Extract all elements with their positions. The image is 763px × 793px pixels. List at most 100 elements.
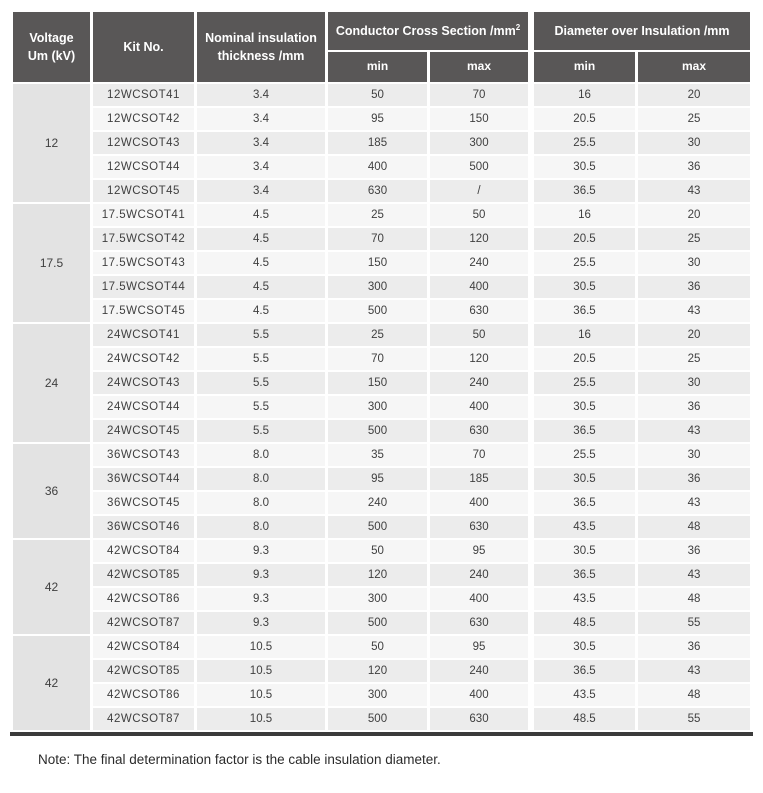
conductor-group-label: Conductor Cross Section /mm bbox=[335, 23, 516, 38]
conductor-max-cell: 240 bbox=[430, 252, 528, 274]
diameter-min-cell: 20.5 bbox=[531, 348, 635, 370]
kit-no-cell: 17.5WCSOT42 bbox=[93, 228, 194, 250]
diameter-max-cell: 30 bbox=[638, 252, 750, 274]
diameter-max-cell: 43 bbox=[638, 660, 750, 682]
diameter-max-cell: 30 bbox=[638, 132, 750, 154]
table-row: 42 42WCSOT84 9.3 50 95 30.5 36 bbox=[13, 540, 750, 634]
kit-no-cell: 12WCSOT41 bbox=[93, 84, 194, 106]
conductor-min-cell: 70 bbox=[328, 228, 427, 250]
conductor-max-cell: 630 bbox=[430, 420, 528, 442]
kit-no-cell: 24WCSOT42 bbox=[93, 348, 194, 370]
thickness-cell: 5.5 bbox=[197, 420, 325, 442]
diameter-min-cell: 20.5 bbox=[531, 228, 635, 250]
conductor-max-cell: 50 bbox=[430, 204, 528, 226]
kit-no-cell: 36WCSOT46 bbox=[93, 516, 194, 538]
diameter-min-cell: 43.5 bbox=[531, 516, 635, 538]
kit-no-cell: 17.5WCSOT44 bbox=[93, 276, 194, 298]
table-note: Note: The final determination factor is … bbox=[38, 752, 441, 767]
diameter-max-cell: 43 bbox=[638, 420, 750, 442]
diameter-max-cell: 20 bbox=[638, 84, 750, 106]
thickness-cell: 8.0 bbox=[197, 516, 325, 538]
kit-no-cell: 36WCSOT43 bbox=[93, 444, 194, 466]
kit-no-cell: 24WCSOT43 bbox=[93, 372, 194, 394]
conductor-min-cell: 95 bbox=[328, 108, 427, 130]
kit-no-cell: 24WCSOT41 bbox=[93, 324, 194, 346]
voltage-group-cell: 42 bbox=[13, 540, 90, 634]
diameter-max-cell: 36 bbox=[638, 468, 750, 490]
thickness-cell: 4.5 bbox=[197, 300, 325, 322]
thickness-cell: 5.5 bbox=[197, 396, 325, 418]
table-row: 42WCSOT85 10.5 120 240 36.5 43 bbox=[13, 660, 750, 682]
diameter-max-cell: 48 bbox=[638, 516, 750, 538]
diameter-min-cell: 30.5 bbox=[531, 156, 635, 178]
conductor-max-cell: 400 bbox=[430, 684, 528, 706]
table-row: 17.5WCSOT43 4.5 150 240 25.5 30 bbox=[13, 252, 750, 274]
kit-no-cell: 42WCSOT85 bbox=[93, 660, 194, 682]
table-row: 24WCSOT42 5.5 70 120 20.5 25 bbox=[13, 348, 750, 370]
voltage-group-cell: 24 bbox=[13, 324, 90, 442]
kit-no-cell: 42WCSOT86 bbox=[93, 588, 194, 610]
thickness-cell: 9.3 bbox=[197, 588, 325, 610]
thickness-cell: 3.4 bbox=[197, 132, 325, 154]
conductor-min-cell: 500 bbox=[328, 516, 427, 538]
table-row: 42WCSOT87 9.3 500 630 48.5 55 bbox=[13, 612, 750, 634]
table-row: 36WCSOT46 8.0 500 630 43.5 48 bbox=[13, 516, 750, 538]
diameter-max-cell: 43 bbox=[638, 180, 750, 202]
table-row: 12 12WCSOT41 3.4 50 70 16 20 bbox=[13, 84, 750, 202]
thickness-cell: 5.5 bbox=[197, 348, 325, 370]
conductor-max-cell: 240 bbox=[430, 660, 528, 682]
conductor-min-cell: 500 bbox=[328, 612, 427, 634]
voltage-group-cell: 12 bbox=[13, 84, 90, 202]
table-row: 17.5WCSOT44 4.5 300 400 30.5 36 bbox=[13, 276, 750, 298]
diameter-max-cell: 30 bbox=[638, 372, 750, 394]
thickness-cell: 10.5 bbox=[197, 660, 325, 682]
table-row: 42WCSOT86 10.5 300 400 43.5 48 bbox=[13, 684, 750, 706]
table-header: Voltage Um (kV) Kit No. Nominal insulati… bbox=[13, 12, 750, 82]
col-header-conductor-cross-section: Conductor Cross Section /mm2 bbox=[328, 12, 528, 50]
thickness-cell: 10.5 bbox=[197, 708, 325, 730]
table-row: 17.5WCSOT42 4.5 70 120 20.5 25 bbox=[13, 228, 750, 250]
conductor-max-cell: 630 bbox=[430, 516, 528, 538]
conductor-max-cell: 400 bbox=[430, 396, 528, 418]
conductor-unit-superscript: 2 bbox=[515, 22, 521, 32]
diameter-max-cell: 36 bbox=[638, 276, 750, 298]
conductor-max-cell: 400 bbox=[430, 276, 528, 298]
diameter-max-cell: 55 bbox=[638, 612, 750, 634]
table-row: 36 36WCSOT43 8.0 35 70 25.5 30 bbox=[13, 444, 750, 538]
thickness-cell: 5.5 bbox=[197, 372, 325, 394]
conductor-min-cell: 120 bbox=[328, 660, 427, 682]
thickness-cell: 4.5 bbox=[197, 252, 325, 274]
conductor-max-cell: 150 bbox=[430, 108, 528, 130]
diameter-max-cell: 25 bbox=[638, 108, 750, 130]
col-header-diameter-max: max bbox=[638, 52, 750, 82]
diameter-min-cell: 30.5 bbox=[531, 636, 635, 658]
kit-no-cell: 12WCSOT42 bbox=[93, 108, 194, 130]
thickness-cell: 9.3 bbox=[197, 540, 325, 562]
kit-table-container: Voltage Um (kV) Kit No. Nominal insulati… bbox=[10, 10, 753, 736]
kit-no-cell: 12WCSOT43 bbox=[93, 132, 194, 154]
thickness-cell: 8.0 bbox=[197, 492, 325, 514]
diameter-max-cell: 36 bbox=[638, 636, 750, 658]
thickness-cell: 5.5 bbox=[197, 324, 325, 346]
conductor-min-cell: 300 bbox=[328, 684, 427, 706]
thickness-cell: 4.5 bbox=[197, 276, 325, 298]
conductor-min-cell: 120 bbox=[328, 564, 427, 586]
table-row: 24WCSOT44 5.5 300 400 30.5 36 bbox=[13, 396, 750, 418]
conductor-min-cell: 25 bbox=[328, 204, 427, 226]
thickness-cell: 3.4 bbox=[197, 180, 325, 202]
thickness-cell: 9.3 bbox=[197, 612, 325, 634]
table-row: 12WCSOT42 3.4 95 150 20.5 25 bbox=[13, 108, 750, 130]
diameter-min-cell: 25.5 bbox=[531, 372, 635, 394]
diameter-max-cell: 20 bbox=[638, 204, 750, 226]
thickness-cell: 4.5 bbox=[197, 228, 325, 250]
col-header-kit-no: Kit No. bbox=[93, 12, 194, 82]
thickness-cell: 8.0 bbox=[197, 444, 325, 466]
kit-no-cell: 17.5WCSOT43 bbox=[93, 252, 194, 274]
diameter-min-cell: 30.5 bbox=[531, 468, 635, 490]
table-row: 17.5WCSOT45 4.5 500 630 36.5 43 bbox=[13, 300, 750, 322]
diameter-min-cell: 36.5 bbox=[531, 492, 635, 514]
table-body: 12 12WCSOT41 3.4 50 70 16 20 12WCSOT42 3.4 95 150 2… bbox=[13, 84, 750, 730]
diameter-max-cell: 20 bbox=[638, 324, 750, 346]
conductor-max-cell: 300 bbox=[430, 132, 528, 154]
conductor-min-cell: 35 bbox=[328, 444, 427, 466]
